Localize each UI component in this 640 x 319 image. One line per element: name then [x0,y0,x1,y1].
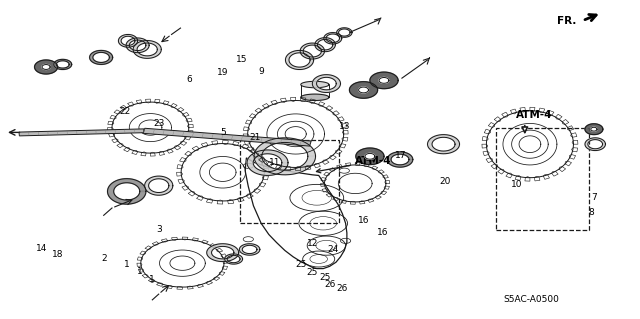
Text: 1: 1 [124,260,129,269]
Polygon shape [118,34,138,47]
Polygon shape [379,78,389,83]
Polygon shape [145,176,173,195]
Text: 10: 10 [511,180,522,189]
Polygon shape [324,33,342,44]
Text: 5: 5 [220,128,225,137]
Text: FR.: FR. [557,16,576,26]
Text: 14: 14 [36,244,47,253]
Text: ATM-4: ATM-4 [516,110,553,120]
Text: 12: 12 [307,239,318,248]
Text: 19: 19 [217,68,228,77]
Text: 17: 17 [395,151,406,160]
Polygon shape [358,87,369,93]
Text: 2: 2 [102,254,107,263]
Polygon shape [591,127,597,131]
Polygon shape [254,138,316,175]
Polygon shape [108,179,146,204]
Text: 25: 25 [307,268,318,277]
Polygon shape [133,41,161,58]
Text: 20: 20 [439,177,451,186]
Text: 1: 1 [137,267,142,276]
Text: 25: 25 [295,260,307,269]
Bar [240,140,339,223]
Text: 11: 11 [269,158,281,167]
Polygon shape [356,148,384,165]
Polygon shape [35,60,58,74]
Text: 7: 7 [591,193,596,202]
Polygon shape [585,124,603,135]
Text: 22: 22 [119,107,131,115]
Text: 8: 8 [589,208,594,217]
Text: 26: 26 [324,280,335,289]
Polygon shape [337,28,352,37]
Text: 4: 4 [365,155,371,164]
Text: 1: 1 [150,275,155,284]
Polygon shape [42,64,50,70]
Polygon shape [126,38,149,53]
Text: 13: 13 [339,122,350,131]
Text: 23: 23 [153,119,164,128]
Polygon shape [585,138,605,151]
Polygon shape [349,82,378,98]
Text: 24: 24 [327,245,339,254]
Text: 18: 18 [52,250,63,259]
Text: 6: 6 [186,75,191,84]
Polygon shape [300,43,324,59]
Polygon shape [285,50,314,70]
Polygon shape [301,81,329,88]
Polygon shape [207,244,239,262]
Polygon shape [239,244,260,255]
Polygon shape [54,59,72,70]
Polygon shape [90,50,113,64]
Polygon shape [19,129,144,136]
Polygon shape [225,254,243,264]
Text: 15: 15 [236,56,248,64]
Polygon shape [301,94,329,100]
Text: 16: 16 [358,216,369,225]
Text: ATM-4: ATM-4 [316,156,392,173]
Text: 9: 9 [259,67,264,76]
Text: S5AC-A0500: S5AC-A0500 [503,295,559,304]
Polygon shape [365,153,375,159]
Bar [496,128,589,230]
Polygon shape [387,152,413,167]
Polygon shape [315,38,335,52]
Polygon shape [370,72,398,89]
Text: 3: 3 [156,225,161,234]
Text: 26: 26 [337,284,348,293]
Polygon shape [247,150,288,175]
Polygon shape [312,75,340,93]
Polygon shape [143,128,311,146]
Text: 21: 21 [249,133,260,142]
Polygon shape [428,135,460,154]
Text: 16: 16 [377,228,388,237]
Text: 25: 25 [319,273,331,282]
